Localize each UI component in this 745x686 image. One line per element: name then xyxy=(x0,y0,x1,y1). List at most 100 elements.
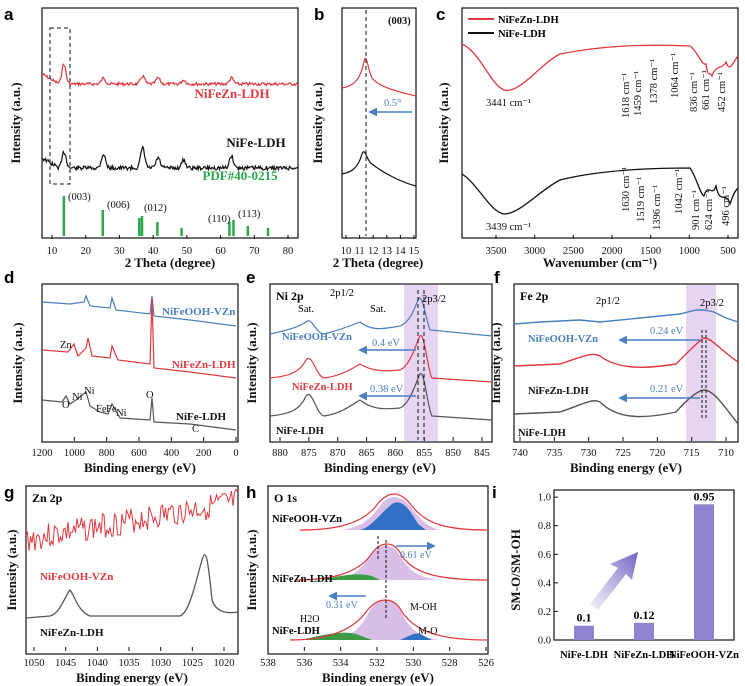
series-label-nifezn: NiFeZn-LDH xyxy=(194,86,269,101)
band-label: 836 cm⁻¹ xyxy=(689,72,700,112)
series-label-nifeooh: NiFeOOH-VZn xyxy=(282,332,352,343)
y-axis-label: Intensity (a.u.) xyxy=(244,529,259,610)
band-label: 1064 cm⁻¹ xyxy=(670,53,681,98)
component-m-oh xyxy=(330,599,440,640)
bar-chart: 0.0 0.2 0.4 0.6 0.8 1.0 0.1 NiFe-LDH 0.12 NiFeZn-… xyxy=(538,489,739,661)
x-tick-label: 70 xyxy=(249,246,260,257)
band-label: 901 cm⁻¹ xyxy=(691,190,702,230)
series-line-nifezn xyxy=(461,43,739,91)
x-tick-label: 10 xyxy=(341,246,352,257)
series-line-nifezn xyxy=(341,57,417,97)
series-label-nifeooh: NiFeOOH-VZn xyxy=(40,571,113,583)
y-tick-label: 0.4 xyxy=(538,578,552,589)
series-line-nifezn xyxy=(513,337,739,368)
x-tick-label: 855 xyxy=(416,448,432,459)
x-tick-label: 528 xyxy=(442,658,458,669)
panel-f: f Intensity (a.u.) Binding energy (eV) F… xyxy=(488,268,739,475)
x-axis-label: Wavenumber (cm⁻¹) xyxy=(543,255,657,270)
series-label-nife: NiFe-LDH xyxy=(518,428,566,439)
x-tick-label: 1040 xyxy=(87,658,108,669)
bar xyxy=(634,622,654,640)
peak-label: 2p1/2 xyxy=(596,296,620,307)
y-axis-label: Intensity (a.u.) xyxy=(436,82,451,163)
x-ticks: 10 20 30 40 50 60 70 80 xyxy=(47,235,293,257)
band-label: 3441 cm⁻¹ xyxy=(486,98,531,109)
x-tick-label: 740 xyxy=(512,448,528,459)
panel-letter: c xyxy=(436,5,445,24)
band-label: 1459 cm⁻¹ xyxy=(633,71,644,116)
series-line-nife xyxy=(41,390,237,431)
element-label: Ni xyxy=(84,386,95,397)
series-line-nifeooh xyxy=(25,488,238,551)
x-ticks: 740 735 730 725 720 715 710 xyxy=(512,437,734,459)
x-tick-label: 40 xyxy=(148,246,159,257)
panel-c: c Intensity (a.u.) Wavenumber (cm⁻¹) 350… xyxy=(436,5,739,270)
x-ticks: 10 11 12 13 14 15 xyxy=(341,235,419,257)
panel-d: d Intensity (a.u.) Binding energy (eV) 1… xyxy=(4,268,239,475)
panel-title: Ni 2p xyxy=(276,289,304,303)
x-tick-label: 200 xyxy=(196,448,212,459)
x-ticks: 538 536 534 532 530 528 526 xyxy=(260,647,494,669)
y-tick-label: 0.0 xyxy=(538,636,551,647)
panel-title: O 1s xyxy=(274,491,297,505)
y-axis-label: Intensity (a.u.) xyxy=(10,322,25,403)
peak-label: 2p1/2 xyxy=(330,288,354,299)
y-axis-label: Intensity (a.u.) xyxy=(244,322,259,403)
x-axis-label: 2 Theta (degree) xyxy=(333,255,424,270)
x-tick-label: 860 xyxy=(388,448,404,459)
peak-label: (006) xyxy=(107,200,130,211)
fit-envelope xyxy=(299,493,489,531)
plot-frame xyxy=(513,283,739,443)
legend-label: NiFeZn-LDH xyxy=(498,15,559,26)
x-tick-label: 10 xyxy=(47,246,58,257)
series-line-nife xyxy=(41,145,299,172)
plot-frame xyxy=(41,7,299,239)
element-label: O xyxy=(146,390,154,401)
peak-label: (012) xyxy=(144,203,167,214)
series-label-nife: NiFe-LDH xyxy=(272,626,320,637)
x-tick-label: NiFeOOH-VZn xyxy=(669,650,739,661)
element-label: O xyxy=(62,400,70,411)
series-line-nife xyxy=(341,151,417,187)
x-tick-label: 600 xyxy=(131,448,147,459)
highlight-band xyxy=(404,285,438,441)
x-tick-label: 1030 xyxy=(150,658,171,669)
band-label: 1042 cm⁻¹ xyxy=(674,169,685,214)
x-ticks: 3500 3000 2500 2000 1500 1000 500 xyxy=(486,235,736,257)
element-label: Fe xyxy=(96,404,107,415)
x-ticks: 1200 1000 800 600 400 200 0 xyxy=(32,437,239,459)
x-tick-label: 875 xyxy=(301,448,317,459)
peak-label: (003) xyxy=(388,16,411,27)
x-tick-label: 13 xyxy=(382,246,393,257)
x-tick-label: 1000 xyxy=(64,448,85,459)
x-tick-label: 735 xyxy=(546,448,562,459)
series-line-nifezn xyxy=(269,335,493,383)
x-tick-label: NiFe-LDH xyxy=(560,650,608,661)
series-label-nifezn: NiFeZn-LDH xyxy=(40,627,104,639)
band-label: 661 cm⁻¹ xyxy=(701,70,712,110)
panel-g: g Intensity (a.u.) Binding energy (eV) Z… xyxy=(4,483,239,685)
plot-frame xyxy=(269,283,493,443)
x-tick-label: 725 xyxy=(615,448,631,459)
x-tick-label: 3500 xyxy=(486,246,507,257)
panel-i: i SM-O/SM-OH 0.0 0.2 0.4 0.6 0.8 1.0 0.1 NiFe-L… xyxy=(492,483,739,661)
x-tick-label: 0 xyxy=(233,448,238,459)
x-tick-label: 2500 xyxy=(563,246,584,257)
x-tick-label: 30 xyxy=(114,246,125,257)
x-axis-label: Binding energy (eV) xyxy=(570,460,682,475)
peak-label: 2p3/2 xyxy=(700,298,724,309)
element-label: C xyxy=(192,424,199,435)
x-tick-label: 1045 xyxy=(55,658,76,669)
x-tick-label: 14 xyxy=(395,246,406,257)
series-line-nife xyxy=(461,167,739,215)
plot-frame xyxy=(267,485,489,655)
reference-label: PDF#40-0215 xyxy=(202,168,278,183)
x-ticks: 1050 1045 1040 1035 1030 1025 1020 xyxy=(24,647,235,669)
x-tick-label: 850 xyxy=(445,448,461,459)
plot-frame xyxy=(461,7,739,239)
band-label: 1378 cm⁻¹ xyxy=(649,59,660,104)
bar-value-label: 0.12 xyxy=(634,608,655,622)
peak-label: 2p3/2 xyxy=(422,294,446,305)
y-tick-label: 0.6 xyxy=(538,550,551,561)
